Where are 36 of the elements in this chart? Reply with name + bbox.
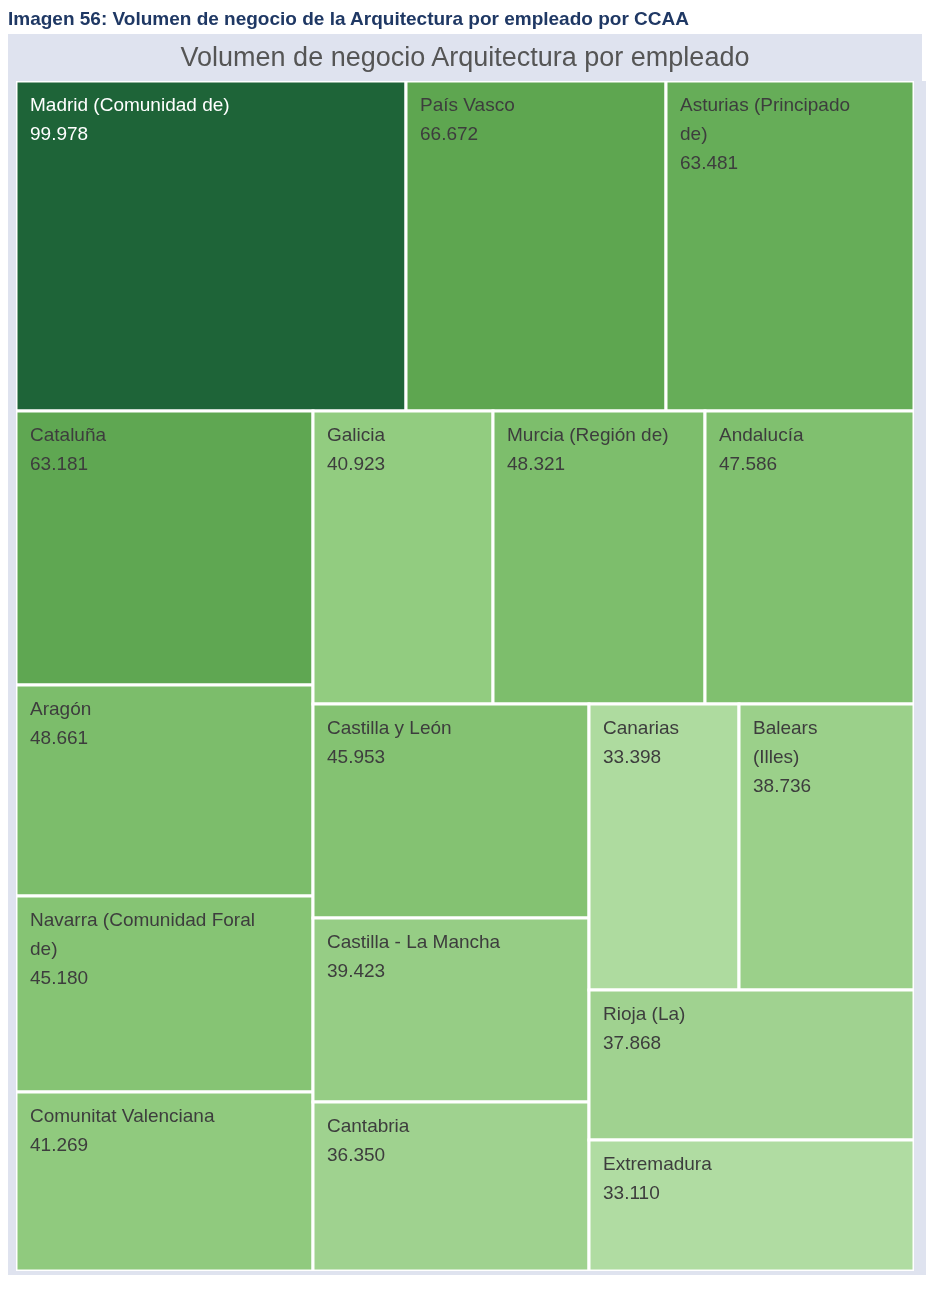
- text: Volumen de negocio Arquitectura por empleado: [8, 34, 922, 81]
- data-label: 48.661: [30, 727, 89, 748]
- data-label: 48.321: [507, 453, 566, 474]
- text: Imagen 56: Volumen de negocio de la Arquitectura por empleado por CCAA: [8, 8, 690, 30]
- data-label: 66.672: [420, 123, 479, 144]
- category-label: Galicia: [327, 424, 386, 445]
- data-label: 47.586: [719, 453, 778, 474]
- category-label: Extremadura: [603, 1153, 713, 1174]
- category-label: Cantabria: [327, 1115, 410, 1136]
- data-label: 63.481: [680, 152, 739, 173]
- data-label: 45.180: [30, 967, 89, 988]
- data-label: 38.736: [753, 775, 812, 796]
- category-label: Aragón: [30, 698, 92, 719]
- category-label: Balears (Illes): [753, 717, 818, 767]
- data-label: 63.181: [30, 453, 89, 474]
- category-label: Asturias (Principado de): [680, 94, 851, 144]
- data-label: 37.868: [603, 1032, 662, 1053]
- data-label: 45.953: [327, 746, 386, 767]
- category-label: Canarias: [603, 717, 680, 738]
- category-label: Rioja (La): [603, 1003, 686, 1024]
- data-label: 33.110: [603, 1182, 660, 1203]
- category-label: Madrid (Comunidad de): [30, 94, 230, 115]
- data-label: 40.923: [327, 453, 386, 474]
- category-label: Cataluña: [30, 424, 107, 445]
- category-label: Murcia (Región de): [507, 424, 669, 445]
- category-label: Comunitat Valenciana: [30, 1105, 215, 1126]
- data-label: 39.423: [327, 960, 386, 981]
- data-label: 41.269: [30, 1134, 89, 1155]
- category-label: Castilla y León: [327, 717, 452, 738]
- data-label: 99.978: [30, 123, 89, 144]
- data-label: 36.350: [327, 1144, 386, 1165]
- category-label: Castilla - La Mancha: [327, 931, 501, 952]
- data-label: 33.398: [603, 746, 662, 767]
- category-label: Navarra (Comunidad Foral de): [30, 909, 255, 959]
- category-label: País Vasco: [420, 94, 515, 115]
- category-label: Andalucía: [719, 424, 804, 445]
